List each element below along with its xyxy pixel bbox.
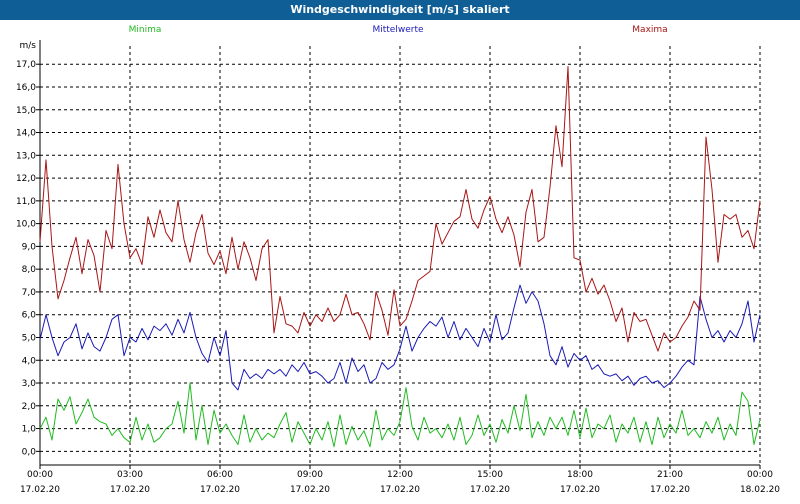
legend-item-maxima: Maxima [632, 25, 667, 35]
axes [36, 40, 761, 469]
series-line-mittelwerte [39, 284, 761, 391]
series-line-maxima [39, 66, 761, 352]
y-tick-label: 3,0 [22, 379, 37, 389]
y-tick-label: 9,0 [22, 242, 37, 252]
x-tick-time: 06:00 [207, 470, 233, 480]
wind-speed-chart: 0,0 1,0 2,0 3,0 4,0 5,0 6,0 7,0 8,0 9,0 10,0 11,0 12… [16, 25, 780, 495]
y-tick-label: 16,0 [16, 83, 36, 93]
y-tick-labels: 0,0 1,0 2,0 3,0 4,0 5,0 6,0 7,0 8,0 9,0 10,0 11,0 12… [16, 60, 36, 457]
y-tick-label: 14,0 [16, 129, 36, 139]
grid-lines [39, 46, 761, 465]
x-tick-date: 17.02.20 [110, 485, 150, 495]
x-tick-date: 17.02.20 [650, 485, 690, 495]
y-tick-label: 12,0 [16, 174, 36, 184]
y-axis-label: m/s [20, 41, 37, 51]
x-tick-time: 18:00 [567, 470, 593, 480]
y-tick-label: 0,0 [22, 447, 37, 457]
x-tick-time: 21:00 [657, 470, 683, 480]
y-tick-label: 7,0 [22, 288, 37, 298]
y-tick-label: 17,0 [16, 60, 36, 70]
legend: Minima Mittelwerte Maxima [129, 25, 668, 35]
legend-item-minima: Minima [129, 25, 162, 35]
x-tick-date: 17.02.20 [20, 485, 60, 495]
y-tick-label: 6,0 [22, 311, 37, 321]
y-tick-label: 13,0 [16, 151, 36, 161]
x-tick-time: 03:00 [117, 470, 143, 480]
y-tick-label: 4,0 [22, 356, 37, 366]
y-tick-label: 5,0 [22, 333, 37, 343]
y-tick-label: 10,0 [16, 220, 36, 230]
legend-item-mittelwerte: Mittelwerte [372, 25, 423, 35]
x-tick-date: 17.02.20 [470, 485, 510, 495]
x-tick-date: 17.02.20 [290, 485, 330, 495]
x-tick-time: 00:00 [27, 470, 53, 480]
x-tick-time: 09:00 [297, 470, 323, 480]
series-line-minima [39, 382, 761, 448]
chart-title: Windgeschwindigkeit [m/s] skaliert [0, 0, 800, 20]
chart-area: 0,0 1,0 2,0 3,0 4,0 5,0 6,0 7,0 8,0 9,0 10,0 11,0 12… [0, 20, 800, 500]
series-lines [39, 66, 761, 448]
x-tick-date: 18.02.20 [740, 485, 780, 495]
x-tick-date: 17.02.20 [560, 485, 600, 495]
x-tick-time: 12:00 [387, 470, 413, 480]
y-tick-label: 8,0 [22, 265, 37, 275]
y-tick-label: 11,0 [16, 197, 36, 207]
y-tick-label: 15,0 [16, 106, 36, 116]
y-tick-label: 1,0 [22, 425, 37, 435]
x-tick-labels: 00:00 17.02.20 03:00 17.02.20 06:00 17.02.20 0… [20, 470, 780, 495]
x-tick-time: 00:00 [747, 470, 773, 480]
x-tick-date: 17.02.20 [200, 485, 240, 495]
y-tick-label: 2,0 [22, 402, 37, 412]
x-tick-time: 15:00 [477, 470, 503, 480]
x-tick-date: 17.02.20 [380, 485, 420, 495]
